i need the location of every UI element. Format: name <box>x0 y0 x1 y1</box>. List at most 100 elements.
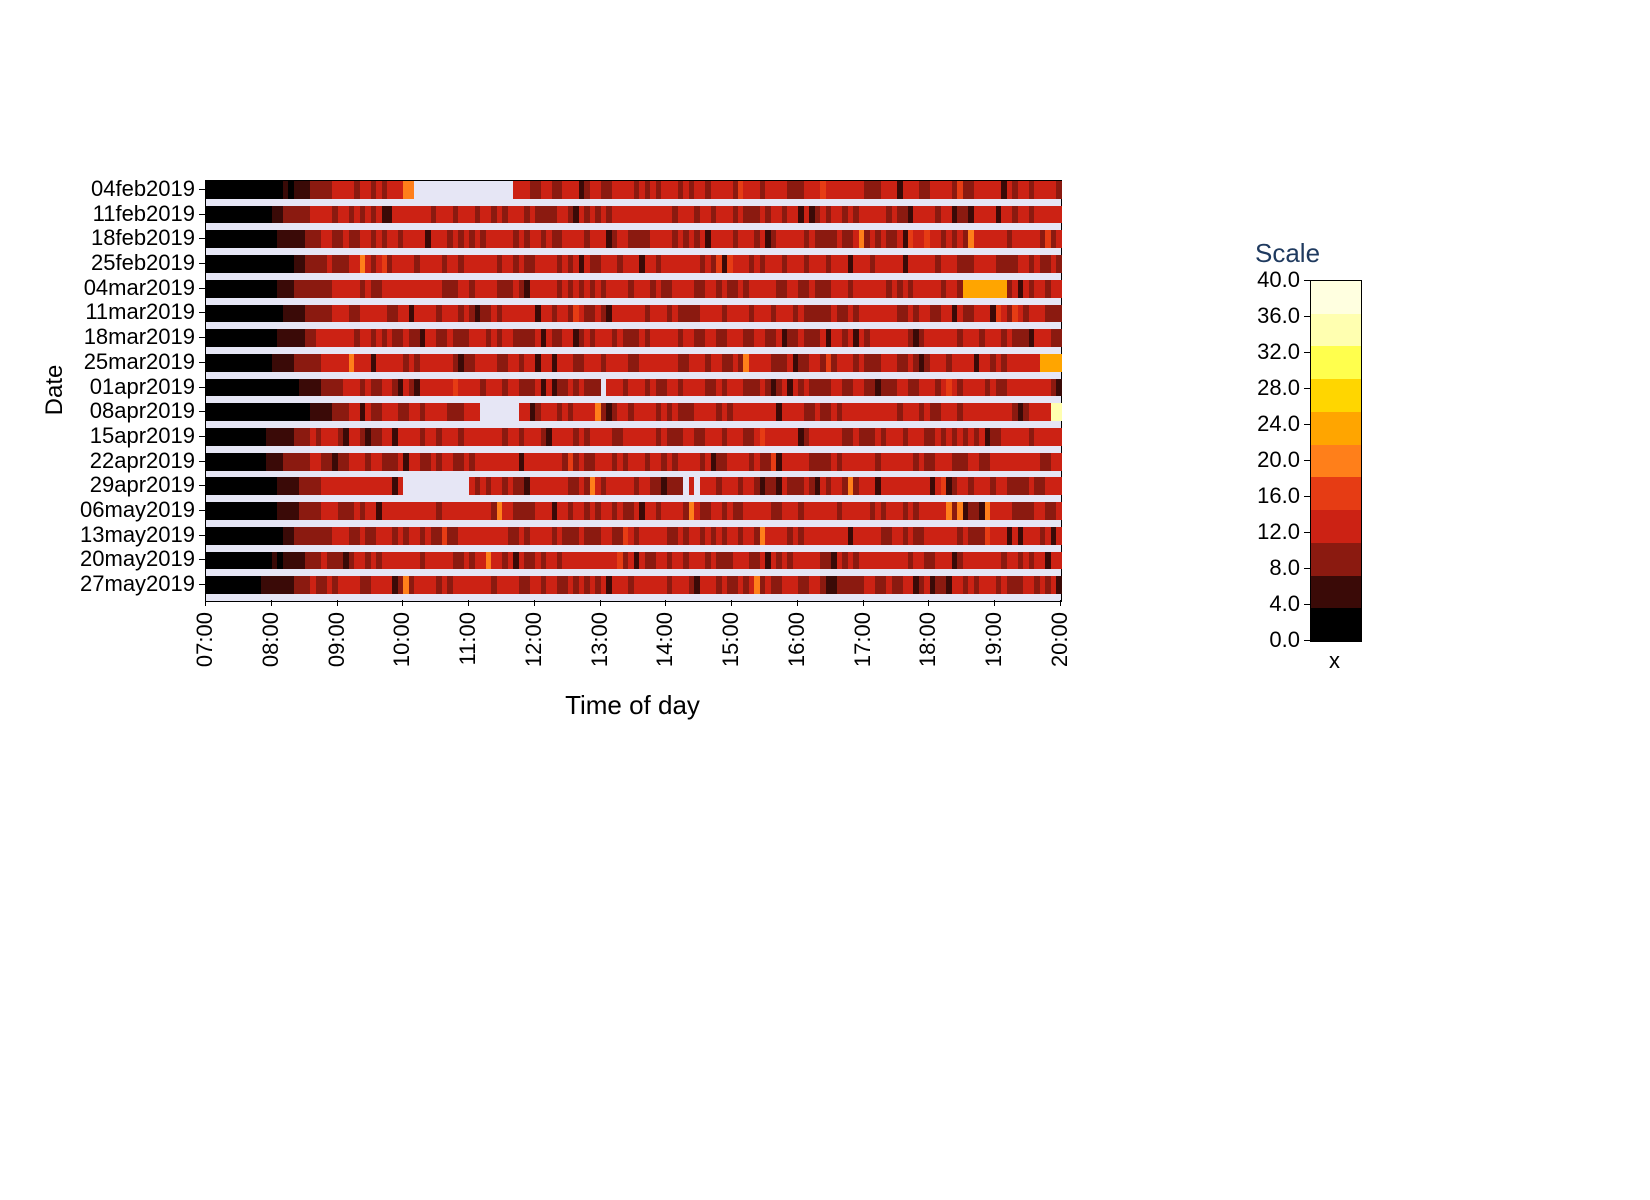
x-tick-label: 16:00 <box>784 612 810 667</box>
heatmap-row-gap <box>206 347 1061 354</box>
heatmap-row <box>206 280 1061 305</box>
heatmap-row <box>206 403 1061 428</box>
heatmap-row-gap <box>206 520 1061 527</box>
y-tick-mark <box>199 436 205 437</box>
chart-stage: Date Time of day Scale x 04feb201911feb2… <box>0 0 1650 1200</box>
legend-tick-label: 8.0 <box>1244 555 1300 581</box>
heatmap-row-band <box>206 255 1061 273</box>
heatmap-row-gap <box>206 248 1061 255</box>
heatmap-row <box>206 181 1061 206</box>
heatmap-row-gap <box>206 471 1061 478</box>
x-tick-label: 08:00 <box>258 612 284 667</box>
x-tick-mark <box>337 600 338 606</box>
legend-swatch <box>1311 477 1361 510</box>
heatmap-row-band <box>206 527 1061 545</box>
legend-tick-mark <box>1304 388 1310 389</box>
heatmap-row-gap <box>206 495 1061 502</box>
x-tick-mark <box>994 600 995 606</box>
legend-tick-mark <box>1304 532 1310 533</box>
legend-tick-label: 4.0 <box>1244 591 1300 617</box>
y-tick-label: 11feb2019 <box>0 201 195 227</box>
heatmap-row <box>206 502 1061 527</box>
heatmap-row-gap <box>206 223 1061 230</box>
heatmap-row-band <box>206 354 1061 372</box>
heatmap-row-band <box>206 230 1061 248</box>
legend-swatch <box>1311 576 1361 609</box>
heatmap-row-gap <box>206 199 1061 206</box>
y-tick-label: 04feb2019 <box>0 176 195 202</box>
heatmap-row <box>206 527 1061 552</box>
legend-tick-mark <box>1304 568 1310 569</box>
x-tick-mark <box>271 600 272 606</box>
legend-tick-label: 28.0 <box>1244 375 1300 401</box>
y-tick-mark <box>199 559 205 560</box>
legend-colorbar <box>1310 280 1362 642</box>
heatmap-row-band <box>206 552 1061 570</box>
heatmap-row <box>206 453 1061 478</box>
heatmap-row <box>206 552 1061 577</box>
legend-tick-mark <box>1304 640 1310 641</box>
legend-swatch <box>1311 281 1361 314</box>
legend-swatch <box>1311 543 1361 576</box>
legend-title: Scale <box>1255 238 1320 269</box>
y-tick-label: 27may2019 <box>0 571 195 597</box>
legend-tick-mark <box>1304 460 1310 461</box>
x-tick-label: 18:00 <box>915 612 941 667</box>
legend-tick-mark <box>1304 280 1310 281</box>
heatmap-row <box>206 576 1061 601</box>
legend-tick-mark <box>1304 496 1310 497</box>
heatmap-row <box>206 354 1061 379</box>
legend-tick-mark <box>1304 604 1310 605</box>
y-tick-mark <box>199 214 205 215</box>
y-tick-label: 25mar2019 <box>0 349 195 375</box>
heatmap-row-band <box>206 576 1061 594</box>
legend-tick-label: 0.0 <box>1244 627 1300 653</box>
x-tick-mark <box>665 600 666 606</box>
y-tick-label: 15apr2019 <box>0 423 195 449</box>
y-tick-mark <box>199 362 205 363</box>
heatmap-row-band <box>206 206 1061 224</box>
x-tick-label: 13:00 <box>587 612 613 667</box>
heatmap-row-gap <box>206 372 1061 379</box>
y-tick-mark <box>199 288 205 289</box>
y-tick-mark <box>199 510 205 511</box>
heatmap-row-band <box>206 379 1061 397</box>
y-tick-label: 04mar2019 <box>0 275 195 301</box>
y-tick-mark <box>199 312 205 313</box>
heatmap-row-band <box>206 181 1061 199</box>
x-tick-label: 10:00 <box>389 612 415 667</box>
y-tick-mark <box>199 584 205 585</box>
heatmap-row <box>206 477 1061 502</box>
legend-tick-label: 20.0 <box>1244 447 1300 473</box>
x-tick-label: 09:00 <box>324 612 350 667</box>
x-tick-mark <box>928 600 929 606</box>
heatmap-row-band <box>206 502 1061 520</box>
y-tick-label: 22apr2019 <box>0 448 195 474</box>
heatmap-row-band <box>206 280 1061 298</box>
heatmap-row <box>206 305 1061 330</box>
y-tick-mark <box>199 461 205 462</box>
heatmap-row <box>206 428 1061 453</box>
y-tick-label: 20may2019 <box>0 546 195 572</box>
legend-tick-label: 40.0 <box>1244 267 1300 293</box>
x-tick-mark <box>468 600 469 606</box>
heatmap-row-gap <box>206 594 1061 601</box>
heatmap-row-gap <box>206 396 1061 403</box>
legend-tick-mark <box>1304 352 1310 353</box>
y-tick-mark <box>199 485 205 486</box>
legend-tick-mark <box>1304 424 1310 425</box>
heatmap-row-gap <box>206 421 1061 428</box>
legend-tick-label: 12.0 <box>1244 519 1300 545</box>
x-tick-mark <box>600 600 601 606</box>
legend-tick-mark <box>1304 316 1310 317</box>
heatmap-row-band <box>206 403 1061 421</box>
x-tick-label: 15:00 <box>718 612 744 667</box>
heatmap-row-gap <box>206 569 1061 576</box>
heatmap-row-gap <box>206 322 1061 329</box>
y-tick-mark <box>199 263 205 264</box>
legend-swatch <box>1311 445 1361 478</box>
y-tick-mark <box>199 411 205 412</box>
x-tick-label: 14:00 <box>652 612 678 667</box>
y-tick-mark <box>199 337 205 338</box>
y-tick-label: 08apr2019 <box>0 398 195 424</box>
